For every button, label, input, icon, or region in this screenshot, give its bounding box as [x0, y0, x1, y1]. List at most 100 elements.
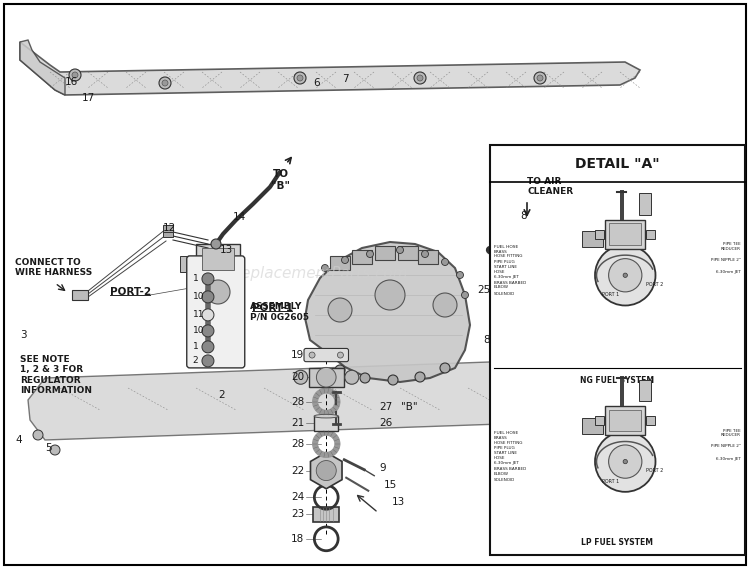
Circle shape [433, 293, 457, 317]
Bar [352, 250, 372, 264]
Bar [314, 416, 338, 431]
Text: BRASS BARBED
ELBOW: BRASS BARBED ELBOW [494, 281, 526, 289]
Bar [582, 232, 603, 247]
FancyBboxPatch shape [304, 348, 349, 362]
Bar [596, 230, 604, 238]
Bar [72, 290, 88, 300]
Text: 19: 19 [291, 350, 304, 360]
Text: TO AIR
CLEANER: TO AIR CLEANER [527, 176, 573, 196]
Text: eReplacementParts.com: eReplacementParts.com [222, 266, 408, 281]
Circle shape [202, 309, 214, 321]
Text: 1: 1 [193, 274, 199, 283]
Text: 7: 7 [342, 74, 349, 84]
Text: 6.30mm JET: 6.30mm JET [716, 270, 741, 274]
Circle shape [309, 352, 315, 358]
Text: 28: 28 [291, 439, 304, 449]
Text: 12: 12 [163, 223, 176, 233]
Text: SEE NOTE
1, 2 & 3 FOR
REGULATOR
INFORMATION: SEE NOTE 1, 2 & 3 FOR REGULATOR INFORMAT… [20, 355, 92, 395]
Bar [163, 230, 173, 237]
Bar [605, 406, 645, 435]
Bar [605, 220, 645, 249]
Text: PORT-1: PORT-1 [252, 303, 293, 313]
Circle shape [316, 368, 336, 387]
Text: 9: 9 [379, 463, 386, 473]
Circle shape [608, 259, 642, 292]
Text: PORT 2: PORT 2 [646, 468, 664, 473]
Bar [163, 225, 173, 232]
Circle shape [33, 430, 43, 440]
Circle shape [537, 75, 543, 81]
Polygon shape [20, 40, 65, 95]
Circle shape [388, 375, 398, 385]
Circle shape [202, 341, 214, 353]
Circle shape [345, 370, 358, 384]
Bar [490, 145, 745, 555]
Circle shape [162, 80, 168, 86]
Text: PORT 1: PORT 1 [602, 292, 619, 298]
Circle shape [457, 271, 464, 278]
Bar [639, 193, 651, 215]
FancyBboxPatch shape [187, 256, 244, 368]
Circle shape [623, 459, 628, 464]
Text: 25: 25 [477, 285, 490, 295]
Circle shape [196, 270, 240, 314]
Text: SOLENOID: SOLENOID [494, 479, 515, 483]
Text: 4: 4 [15, 435, 22, 445]
Text: FUEL HOSE: FUEL HOSE [494, 431, 518, 435]
Circle shape [202, 325, 214, 337]
Circle shape [69, 69, 81, 81]
Circle shape [328, 298, 352, 322]
Text: PIPE NIPPLE 2": PIPE NIPPLE 2" [711, 258, 741, 262]
Text: PIPE NIPPLE 2": PIPE NIPPLE 2" [711, 444, 741, 448]
Text: 18: 18 [291, 534, 304, 544]
Text: START LINE
HOSE: START LINE HOSE [494, 265, 517, 274]
Bar [582, 418, 603, 434]
Circle shape [322, 265, 328, 271]
Text: 3: 3 [20, 330, 27, 340]
Text: 11: 11 [193, 311, 204, 319]
Circle shape [294, 370, 307, 384]
Circle shape [211, 239, 221, 249]
Circle shape [608, 445, 642, 478]
Polygon shape [28, 358, 620, 440]
Circle shape [442, 258, 448, 266]
Text: 6.30mm JET: 6.30mm JET [494, 461, 519, 465]
Circle shape [375, 280, 405, 310]
Text: 17: 17 [82, 93, 95, 103]
Polygon shape [305, 242, 470, 382]
Circle shape [415, 372, 425, 382]
Text: 10: 10 [193, 327, 204, 335]
Bar [639, 380, 651, 401]
Text: PORT 2: PORT 2 [646, 282, 664, 287]
Circle shape [50, 445, 60, 455]
Text: DETAIL "A": DETAIL "A" [575, 156, 659, 171]
Text: SOLENOID: SOLENOID [494, 292, 515, 296]
Bar [398, 246, 418, 260]
Text: 22: 22 [291, 465, 304, 476]
Circle shape [202, 355, 214, 367]
Bar [202, 248, 234, 270]
Text: 20: 20 [291, 372, 304, 382]
Circle shape [534, 72, 546, 84]
Text: 2: 2 [193, 356, 198, 365]
Circle shape [360, 373, 370, 383]
Bar [375, 246, 395, 260]
Circle shape [297, 75, 303, 81]
Text: 10: 10 [193, 292, 204, 302]
Text: FUEL HOSE: FUEL HOSE [494, 245, 518, 249]
Bar [609, 224, 641, 245]
Bar [646, 417, 656, 425]
Text: BRASS
HOSE FITTING: BRASS HOSE FITTING [494, 436, 522, 445]
Text: 6.30mm JET: 6.30mm JET [716, 456, 741, 460]
Text: 6.30mm JET: 6.30mm JET [494, 275, 519, 279]
Polygon shape [310, 452, 342, 489]
Circle shape [422, 250, 428, 258]
Circle shape [206, 280, 230, 304]
Text: 2: 2 [218, 390, 225, 400]
Circle shape [316, 460, 336, 481]
Circle shape [414, 72, 426, 84]
Circle shape [397, 246, 404, 254]
Text: 13: 13 [392, 497, 405, 507]
Circle shape [595, 431, 656, 492]
Text: PORT-2: PORT-2 [110, 287, 151, 297]
